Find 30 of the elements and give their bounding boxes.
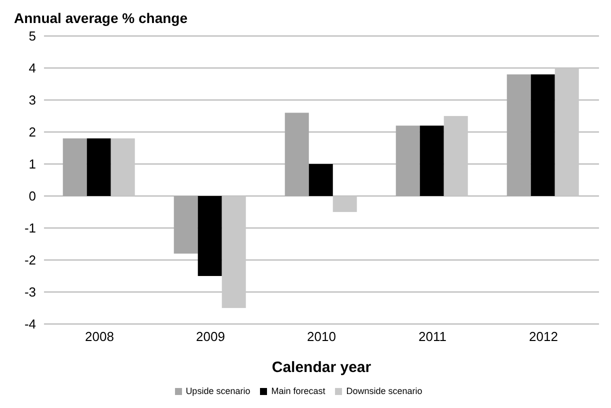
bar: [198, 196, 222, 276]
x-tick-label: 2011: [418, 329, 446, 344]
y-tick-label: 4: [28, 60, 36, 76]
bar: [110, 138, 135, 196]
bar: [86, 138, 111, 196]
y-tick-label: 0: [28, 188, 36, 204]
bar: [554, 68, 579, 196]
bar: [222, 196, 246, 308]
x-tick-label: 2012: [529, 329, 558, 344]
y-tick-label: -3: [24, 284, 36, 300]
legend-label: Downside scenario: [346, 386, 422, 396]
x-tick-label: 2010: [307, 329, 336, 344]
legend-label: Main forecast: [271, 386, 326, 396]
y-tick-label: 1: [28, 156, 36, 172]
bar: [332, 196, 357, 212]
y-tick-label: -4: [24, 316, 36, 332]
y-tick-label: 5: [28, 28, 36, 44]
x-tick-label: 2009: [196, 329, 225, 344]
bar: [308, 164, 333, 196]
bar: [420, 126, 444, 196]
y-tick-label: 2: [28, 124, 36, 140]
bar: [530, 74, 555, 196]
bar: [444, 116, 468, 196]
y-tick-label: -1: [24, 220, 36, 236]
x-tick-label: 2008: [85, 329, 114, 344]
y-tick-label: -2: [24, 252, 36, 268]
chart-title: Annual average % change: [14, 10, 188, 26]
x-axis-title: Calendar year: [272, 359, 372, 376]
legend-label: Upside scenario: [186, 386, 250, 396]
y-tick-label: 3: [28, 92, 36, 108]
